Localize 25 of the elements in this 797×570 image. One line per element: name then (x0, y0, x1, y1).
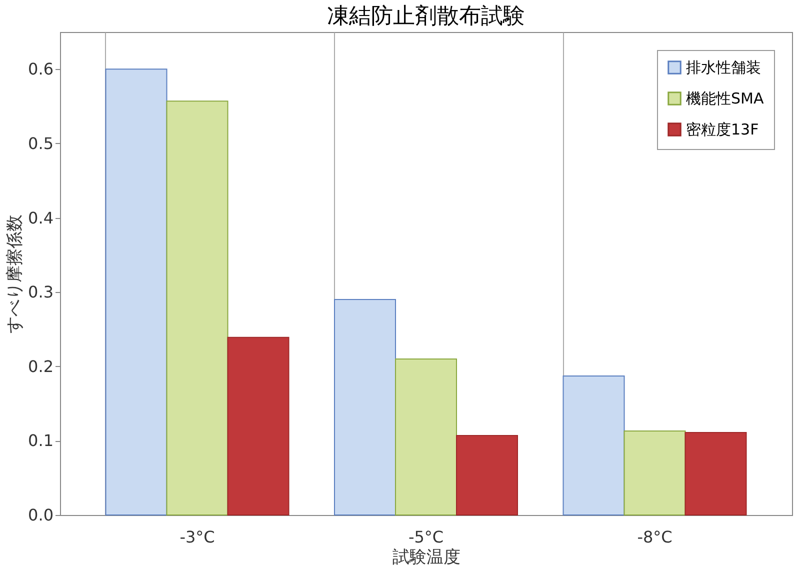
x-tick-label: -5°C (408, 528, 444, 546)
y-tick-label: 0.0 (28, 506, 54, 524)
legend-label: 密粒度13F (686, 120, 759, 138)
y-tick-label: 0.6 (28, 60, 54, 79)
bar (105, 68, 168, 516)
x-axis-title: 試験温度 (392, 548, 460, 568)
bar (456, 434, 518, 516)
bar (395, 358, 457, 516)
y-tick-label: 0.2 (28, 356, 54, 376)
bar (562, 376, 625, 516)
x-tick-label: -3°C (180, 528, 215, 546)
bar (166, 100, 228, 516)
y-axis-title: すべり摩擦係数 (5, 214, 26, 334)
y-tick-label: 0.3 (28, 282, 54, 302)
bar (334, 299, 396, 516)
legend-label: 排水性舗装 (686, 58, 761, 76)
bar (624, 430, 686, 516)
legend-label: 機能性SMA (686, 90, 764, 108)
y-tick-label: 0.1 (28, 431, 54, 450)
chart-title: 凍結防止剤散布試験 (327, 4, 525, 29)
bar (227, 336, 290, 516)
y-tick-label: 0.5 (28, 134, 54, 153)
x-tick-label: -8°C (637, 528, 672, 546)
bar (684, 432, 747, 516)
y-tick-label: 0.4 (28, 208, 54, 228)
